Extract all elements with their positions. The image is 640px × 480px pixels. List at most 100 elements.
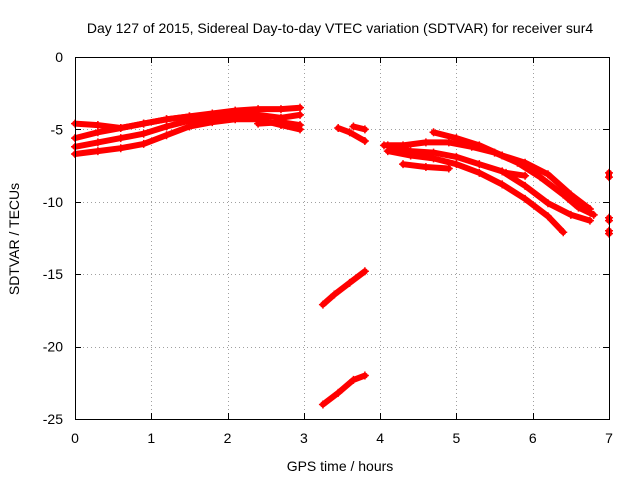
data-point bbox=[318, 400, 327, 409]
data-point bbox=[543, 199, 552, 208]
y-tick-label: -20 bbox=[43, 339, 63, 355]
data-point bbox=[139, 129, 148, 138]
y-tick-label: -10 bbox=[43, 194, 63, 210]
x-tick-label: 1 bbox=[147, 430, 155, 446]
series-track-12 bbox=[383, 141, 594, 225]
series-track-14 bbox=[399, 160, 453, 173]
data-point bbox=[383, 147, 392, 156]
data-point bbox=[559, 190, 568, 199]
data-point bbox=[452, 160, 461, 169]
x-tick-label: 6 bbox=[529, 430, 537, 446]
data-point bbox=[116, 144, 125, 153]
data-point bbox=[475, 141, 484, 150]
data-point bbox=[399, 160, 408, 169]
data-point bbox=[498, 151, 507, 160]
data-point bbox=[360, 371, 369, 380]
data-point bbox=[360, 125, 369, 134]
series-track-8 bbox=[318, 267, 369, 309]
data-point bbox=[296, 103, 305, 112]
y-tick-label: -5 bbox=[51, 121, 64, 137]
data-point bbox=[429, 154, 438, 163]
data-point bbox=[566, 190, 575, 199]
data-point bbox=[521, 158, 530, 167]
data-point bbox=[574, 203, 583, 212]
series-track-11 bbox=[429, 128, 594, 214]
data-point bbox=[162, 115, 171, 124]
chart-title: Day 127 of 2015, Sidereal Day-to-day VTE… bbox=[87, 20, 593, 36]
data-point bbox=[254, 119, 263, 128]
data-point bbox=[349, 122, 358, 131]
data-point bbox=[559, 228, 568, 237]
data-point bbox=[360, 267, 369, 276]
data-point bbox=[406, 151, 415, 160]
x-tick-label: 0 bbox=[71, 430, 79, 446]
series-band bbox=[384, 142, 593, 224]
data-point bbox=[296, 110, 305, 119]
data-point bbox=[475, 160, 484, 169]
series-track-15 bbox=[502, 168, 530, 180]
data-point bbox=[429, 128, 438, 137]
data-point bbox=[345, 128, 354, 137]
data-point bbox=[318, 300, 327, 309]
series-track-7 bbox=[349, 122, 369, 134]
x-tick-labels: 0 1 2 3 4 5 6 7 bbox=[71, 430, 613, 446]
data-point bbox=[185, 122, 194, 131]
x-tick-label: 7 bbox=[605, 430, 613, 446]
data-point bbox=[444, 164, 453, 173]
plot-frame bbox=[75, 57, 610, 420]
data-point bbox=[296, 121, 305, 130]
y-tick-label: -15 bbox=[43, 266, 63, 282]
data-point bbox=[334, 123, 343, 132]
x-tick-label: 3 bbox=[300, 430, 308, 446]
data-point bbox=[345, 278, 354, 287]
data-point bbox=[585, 205, 594, 214]
data-point bbox=[349, 375, 358, 384]
data-point bbox=[452, 134, 461, 143]
series-track-9 bbox=[318, 371, 369, 409]
data-point bbox=[334, 388, 343, 397]
data-point bbox=[444, 138, 453, 147]
data-point bbox=[475, 168, 484, 177]
series-band bbox=[430, 129, 593, 212]
data-point bbox=[566, 210, 575, 219]
data-point bbox=[93, 138, 102, 147]
data-point bbox=[276, 105, 285, 114]
data-point bbox=[116, 134, 125, 143]
data-point bbox=[360, 136, 369, 145]
y-tick-labels: 0 -5 -10 -15 -20 -25 bbox=[43, 49, 63, 427]
data-point bbox=[585, 216, 594, 225]
data-point bbox=[93, 147, 102, 156]
data-point bbox=[543, 170, 552, 179]
data-point bbox=[139, 119, 148, 128]
data-point bbox=[116, 123, 125, 132]
x-axis-title: GPS time / hours bbox=[287, 458, 394, 474]
data-series bbox=[71, 103, 613, 409]
data-point bbox=[276, 118, 285, 127]
data-point bbox=[139, 139, 148, 148]
y-tick-label: 0 bbox=[55, 49, 63, 65]
x-tick-label: 2 bbox=[224, 430, 232, 446]
data-point bbox=[521, 171, 530, 180]
data-point bbox=[330, 290, 339, 299]
series-track-13 bbox=[383, 147, 568, 237]
y-axis-title: SDTVAR / TECUs bbox=[6, 183, 22, 295]
data-point bbox=[589, 210, 598, 219]
series-band bbox=[319, 268, 368, 308]
data-point bbox=[208, 118, 217, 127]
y-tick-label: -25 bbox=[43, 411, 63, 427]
data-point bbox=[162, 131, 171, 140]
data-point bbox=[93, 128, 102, 137]
data-point bbox=[231, 115, 240, 124]
data-point bbox=[521, 181, 530, 190]
data-point bbox=[498, 180, 507, 189]
data-point bbox=[543, 212, 552, 221]
data-point bbox=[421, 138, 430, 147]
data-point bbox=[93, 121, 102, 130]
data-point bbox=[162, 122, 171, 131]
data-point bbox=[452, 152, 461, 161]
x-tick-label: 5 bbox=[453, 430, 461, 446]
axis-ticks bbox=[75, 57, 610, 420]
data-point bbox=[521, 194, 530, 203]
data-point bbox=[536, 173, 545, 182]
